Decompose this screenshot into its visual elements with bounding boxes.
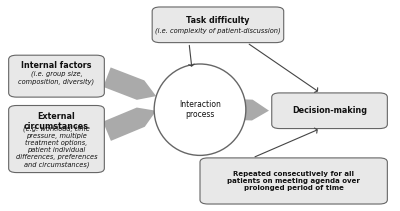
Text: (i.e. group size,
composition, diversity): (i.e. group size, composition, diversity…: [18, 71, 94, 85]
FancyBboxPatch shape: [9, 106, 104, 173]
Text: Repeated consecutively for all
patients on meeting agenda over
prolonged period : Repeated consecutively for all patients …: [227, 171, 360, 191]
Text: Internal factors: Internal factors: [21, 61, 92, 70]
Text: (i.e. complexity of patient-discussion): (i.e. complexity of patient-discussion): [155, 27, 281, 34]
Ellipse shape: [154, 64, 246, 155]
Text: External
circumstances: External circumstances: [24, 112, 89, 131]
Text: Interaction
process: Interaction process: [179, 100, 221, 119]
Text: Decision-making: Decision-making: [292, 106, 367, 115]
Text: Task difficulty: Task difficulty: [186, 16, 250, 25]
FancyBboxPatch shape: [9, 55, 104, 97]
FancyBboxPatch shape: [272, 93, 387, 128]
Text: (e.g. workload, time
pressure, multiple
treatment options,
patient individual
di: (e.g. workload, time pressure, multiple …: [16, 125, 97, 168]
FancyBboxPatch shape: [200, 158, 387, 204]
FancyBboxPatch shape: [152, 7, 284, 43]
